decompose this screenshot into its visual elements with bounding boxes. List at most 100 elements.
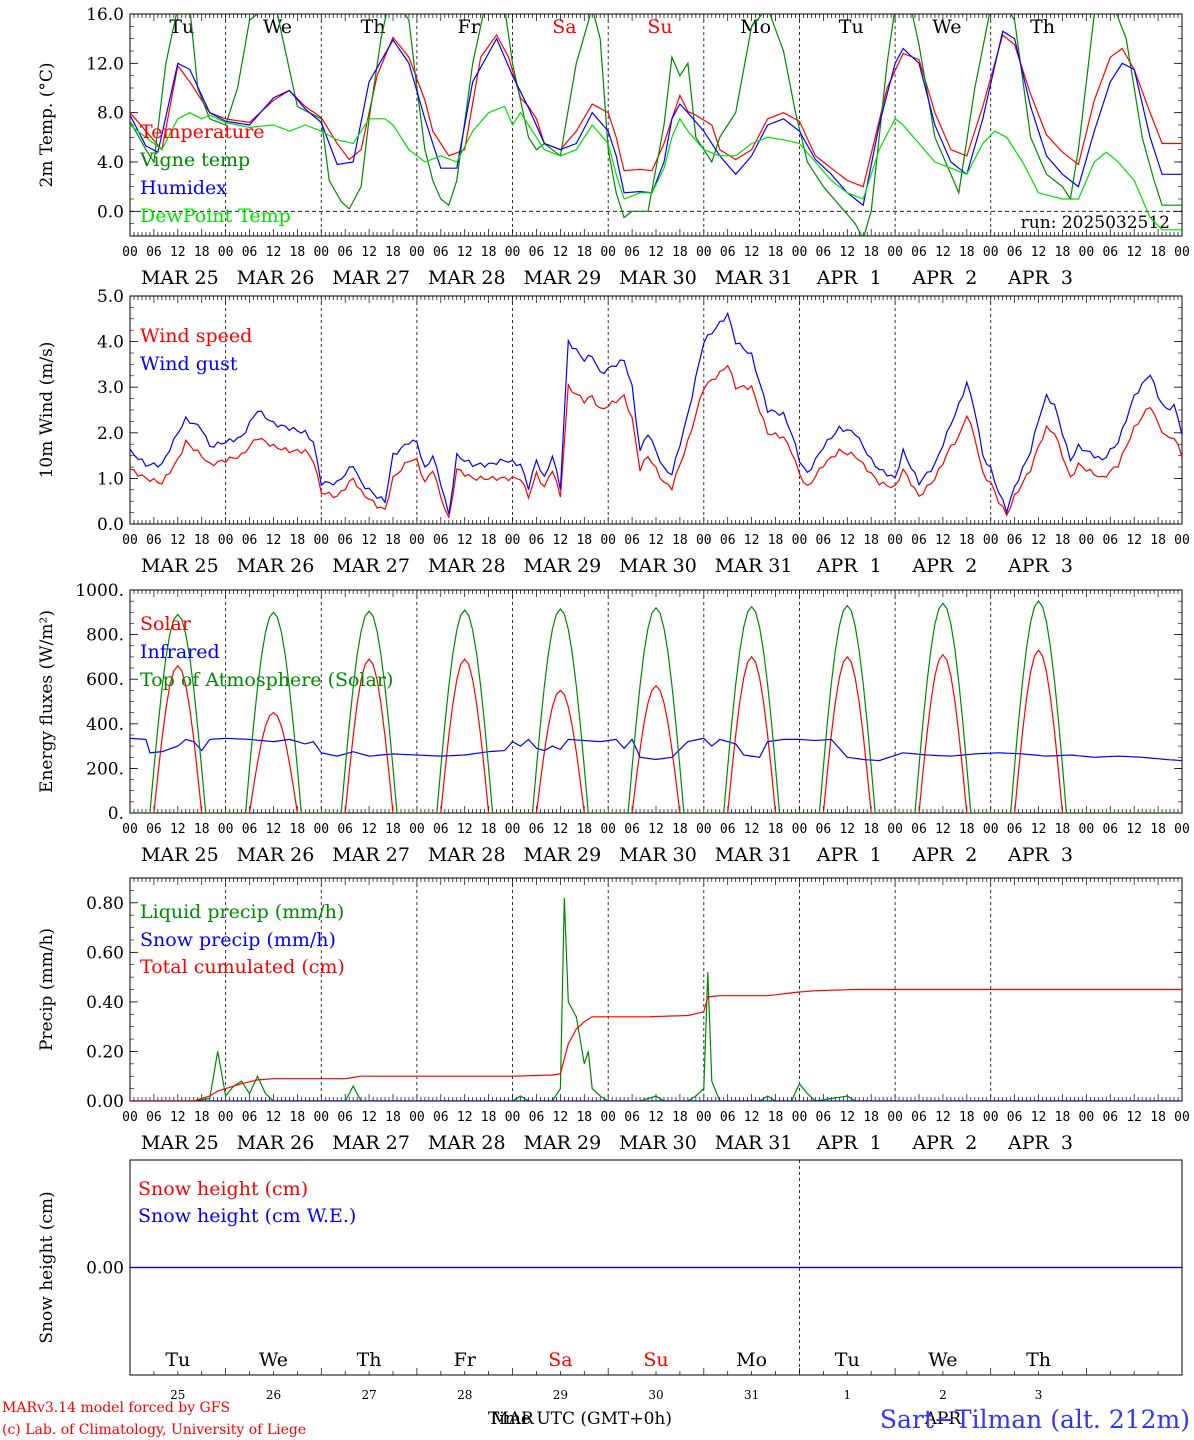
- x-axis: 00 06 12 18 00 06 12 18 00 06 12 18 00 06 12 18 00 06 12 18…: [122, 1110, 1190, 1154]
- hour-label: 00: [409, 822, 425, 837]
- hour-label: 00: [983, 533, 999, 548]
- hour-label: 18: [576, 822, 592, 837]
- hour-label: 18: [672, 1110, 688, 1125]
- hour-label: 12: [553, 1110, 569, 1125]
- hour-label: 12: [170, 245, 186, 260]
- plot-frame: [129, 13, 1183, 237]
- hour-label: 18: [290, 245, 306, 260]
- date-label: MAR 30: [619, 844, 697, 866]
- hour-label: 12: [457, 533, 473, 548]
- hour-label: 18: [1150, 533, 1166, 548]
- legend-entry: DewPoint Temp: [140, 205, 291, 227]
- series-group: [130, 897, 1182, 1101]
- run-label: run: 2025032512: [1021, 213, 1170, 233]
- hour-label: 00: [887, 533, 903, 548]
- hour-label: 06: [911, 533, 927, 548]
- hour-label: 00: [218, 1110, 234, 1125]
- weekday-label: We: [928, 1349, 957, 1371]
- weekday-label: Tu: [169, 16, 194, 38]
- date-label: MAR 26: [237, 844, 315, 866]
- site-label: Sart−Tilman (alt. 212m): [880, 1405, 1190, 1434]
- series-group: [130, 14, 1182, 236]
- legend-entry: Snow precip (mm/h): [140, 929, 336, 951]
- hour-label: 18: [959, 1110, 975, 1125]
- hour-label: 06: [911, 1110, 927, 1125]
- hour-label: 18: [672, 533, 688, 548]
- date-label: APR 3: [1007, 267, 1073, 289]
- hour-label: 00: [983, 1110, 999, 1125]
- y-axis: 0. 200. 400. 600. 800. 1000.: [75, 581, 1182, 824]
- y-tick-label: 12.0: [86, 54, 124, 74]
- hour-label: 06: [1102, 533, 1118, 548]
- hour-label: 12: [839, 1110, 855, 1125]
- panel-2: 0.0 1.0 2.0 3.0 4.0 5.0 10m Wind (m/s) 00 06 12 18…: [37, 287, 1190, 577]
- hour-label: 18: [385, 822, 401, 837]
- hour-label: 12: [266, 533, 282, 548]
- hour-label: 12: [361, 245, 377, 260]
- legend-entry: Solar: [140, 613, 192, 635]
- y-tick-label: 0.00: [86, 1259, 124, 1279]
- hour-label: 00: [1174, 245, 1190, 260]
- hour-label: 12: [457, 245, 473, 260]
- hour-label: 12: [1126, 1110, 1142, 1125]
- hour-label: 00: [983, 245, 999, 260]
- day-number-label: 29: [553, 1388, 568, 1402]
- hour-label: 18: [194, 822, 210, 837]
- weekday-label: Sa: [552, 16, 576, 38]
- hour-label: 12: [1031, 245, 1047, 260]
- hour-label: 18: [385, 1110, 401, 1125]
- hour-label: 12: [266, 1110, 282, 1125]
- hour-ticks: [129, 14, 1183, 236]
- hour-label: 18: [1055, 245, 1071, 260]
- hour-ticks: [129, 296, 1183, 524]
- day-separators: [225, 14, 992, 236]
- hour-label: 06: [816, 1110, 832, 1125]
- hour-label: 12: [361, 1110, 377, 1125]
- y-tick-label: 0.00: [86, 1092, 124, 1112]
- hour-label: 00: [409, 1110, 425, 1125]
- y-tick-label: 16.0: [86, 5, 124, 25]
- y-axis: 0.00: [86, 1259, 1182, 1279]
- hour-label: 18: [1055, 822, 1071, 837]
- y-tick-label: 0.0: [97, 515, 124, 535]
- hour-label: 00: [505, 1110, 521, 1125]
- day-separators: [225, 590, 992, 813]
- y-tick-label: 0.0: [97, 202, 124, 222]
- date-label: MAR 30: [619, 1132, 697, 1154]
- panel-1: 0.04.08.012.016.02m Temp. (°C)00 06 12 18 00…: [37, 5, 1190, 289]
- date-label: MAR 28: [428, 844, 506, 866]
- hour-label: 12: [1126, 533, 1142, 548]
- date-label: MAR 31: [715, 267, 793, 289]
- hour-label: 06: [337, 533, 353, 548]
- weekday-label: Th: [361, 16, 386, 38]
- hour-label: 06: [433, 822, 449, 837]
- date-label: APR 1: [816, 844, 882, 866]
- series-line-1: [130, 897, 1182, 1101]
- series-line-2: [130, 737, 1182, 762]
- hour-label: 12: [744, 1110, 760, 1125]
- weekday-label: We: [263, 16, 292, 38]
- hour-label: 00: [409, 533, 425, 548]
- hour-label: 00: [792, 245, 808, 260]
- day-number-label: 1: [843, 1388, 851, 1402]
- weekday-label: Mo: [736, 1349, 767, 1371]
- hour-label: 06: [529, 1110, 545, 1125]
- hour-label: 00: [313, 822, 329, 837]
- hour-label: 18: [385, 533, 401, 548]
- hour-label: 18: [576, 533, 592, 548]
- date-label: APR 1: [816, 1132, 882, 1154]
- hour-label: 00: [696, 1110, 712, 1125]
- hour-label: 18: [863, 1110, 879, 1125]
- hour-label: 18: [576, 245, 592, 260]
- hour-label: 12: [361, 533, 377, 548]
- hour-label: 06: [337, 1110, 353, 1125]
- y-tick-label: 1.0: [97, 469, 124, 489]
- series-line-1: [130, 364, 1182, 520]
- date-label: MAR 27: [332, 555, 410, 577]
- hour-label: 06: [242, 1110, 258, 1125]
- hour-label: 06: [433, 245, 449, 260]
- legend-entry: Snow height (cm): [138, 1178, 308, 1200]
- hour-label: 12: [266, 822, 282, 837]
- day-separators: [225, 296, 992, 524]
- hour-label: 18: [194, 245, 210, 260]
